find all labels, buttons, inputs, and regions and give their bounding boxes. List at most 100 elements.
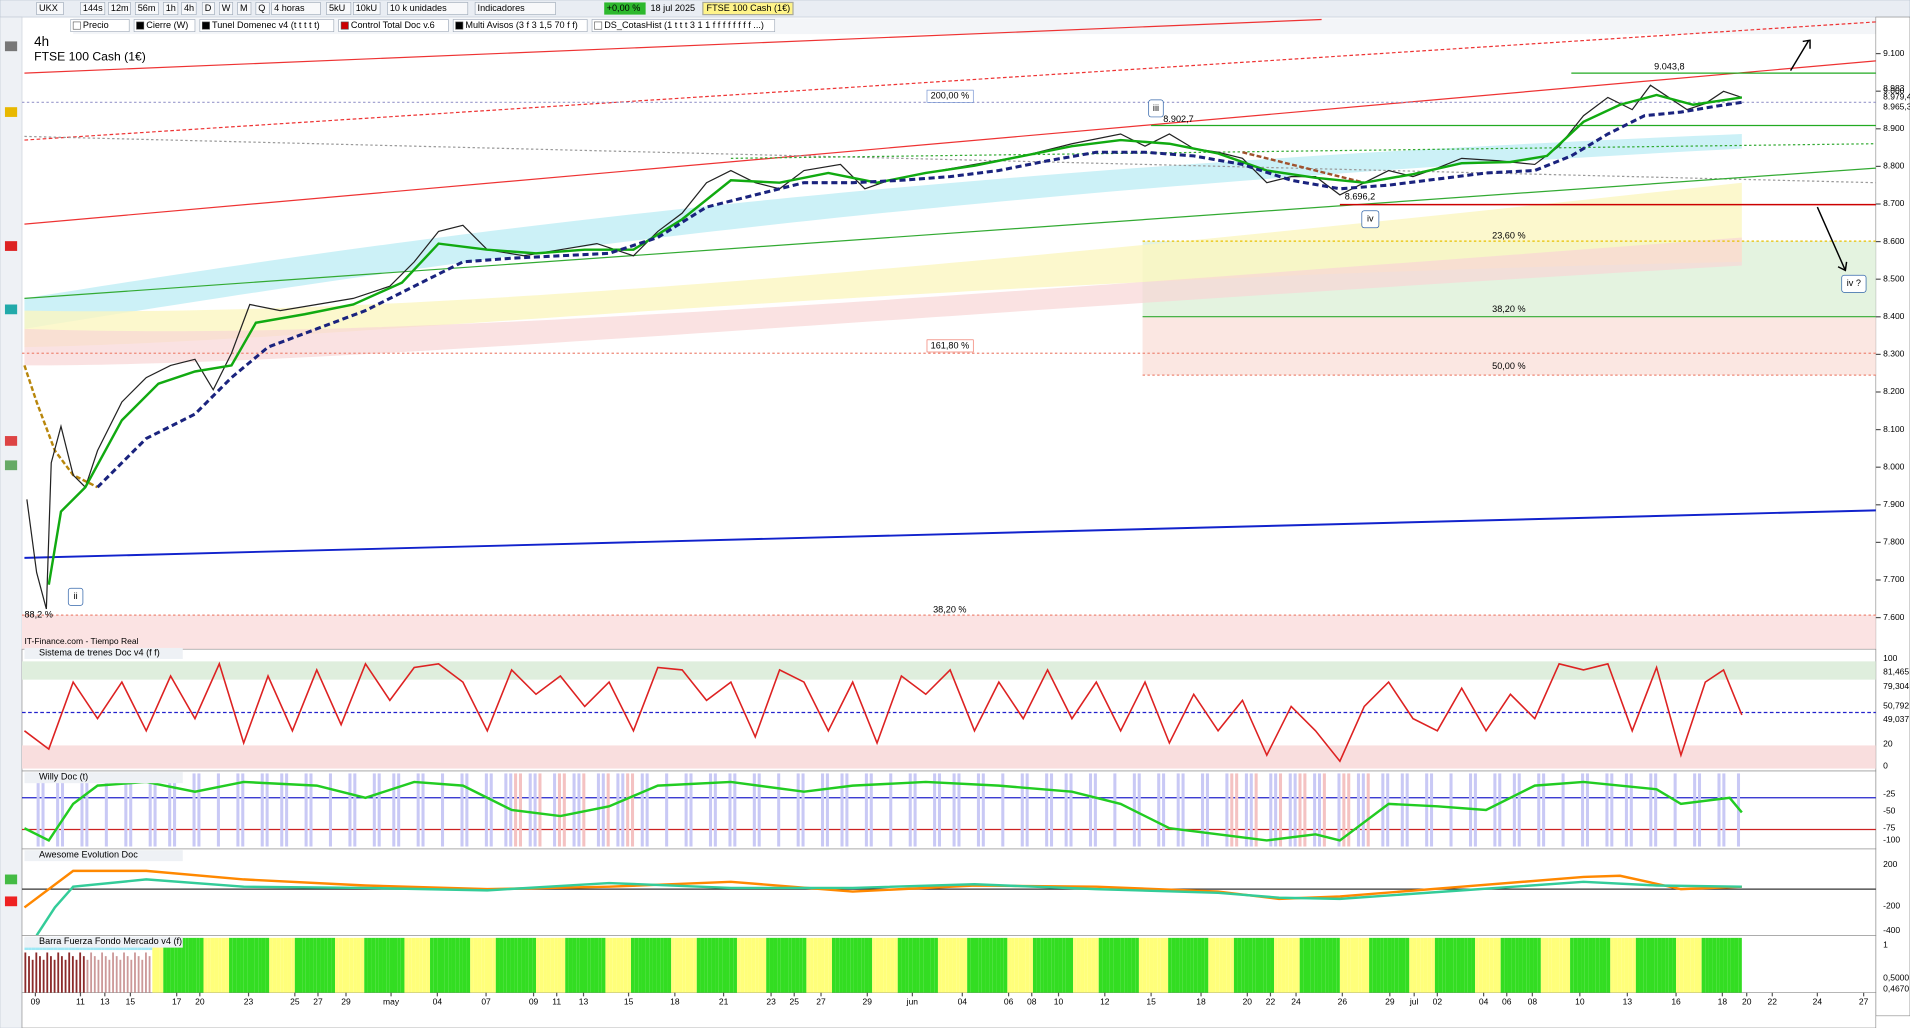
bar [1632, 937, 1636, 993]
indicators-button[interactable]: Indicadores [478, 3, 526, 13]
bar [41, 773, 45, 847]
bar [236, 937, 241, 993]
timeframe-button[interactable]: W [222, 3, 231, 13]
bar [1693, 773, 1697, 847]
timeframe-button-box[interactable] [108, 2, 131, 15]
tab-swatch [594, 21, 603, 30]
tool-icon[interactable] [4, 41, 18, 52]
date-label: 20 [1243, 997, 1253, 1007]
date-label: 09 [31, 997, 41, 1007]
price-tick-label: 7.800 [1883, 537, 1905, 547]
units-button-box[interactable] [326, 2, 352, 15]
bar [853, 937, 858, 993]
bar [331, 937, 336, 993]
bar [1657, 937, 1662, 993]
tab-label[interactable]: Multi Avisos (3 f 3 1,5 70 f f) [465, 20, 577, 30]
tool-icon[interactable] [4, 436, 18, 446]
timeframe-button-box[interactable] [201, 2, 215, 15]
timeframe-button-box[interactable] [219, 2, 234, 15]
bar [1153, 937, 1158, 993]
units-button[interactable]: 10kU [356, 3, 377, 13]
tab-box[interactable] [591, 19, 776, 32]
fast-average [47, 93, 1743, 585]
bar [1003, 937, 1008, 993]
bar [1522, 937, 1527, 993]
bar [1668, 937, 1673, 993]
bar [484, 773, 488, 847]
bar [371, 937, 376, 993]
indicators-button-box[interactable] [474, 2, 556, 15]
tab-box[interactable] [133, 19, 196, 32]
timeframe-button-box[interactable] [162, 2, 179, 15]
timeframe-button[interactable]: 12m [111, 3, 129, 13]
symbol-button[interactable]: UKX [39, 3, 58, 13]
bar [916, 937, 920, 993]
date-label: jul [1409, 997, 1419, 1007]
tab-box[interactable] [199, 19, 335, 32]
units-button[interactable]: 5kU [329, 3, 345, 13]
timeframe-button[interactable]: 1h [166, 3, 176, 13]
bar [1109, 937, 1114, 993]
bar [57, 952, 60, 993]
units-select-box[interactable] [387, 2, 469, 15]
units-button-box[interactable] [352, 2, 381, 15]
bar [203, 937, 208, 993]
tab-label[interactable]: Precio [83, 20, 109, 30]
bar [1449, 773, 1453, 847]
wave-box [1148, 99, 1164, 118]
timeframe-button-box[interactable] [181, 2, 197, 15]
bar [1252, 937, 1256, 993]
tab-label[interactable]: Control Total Doc v.6 [351, 20, 435, 30]
bar [64, 959, 67, 993]
bar [883, 937, 887, 993]
tab-label[interactable]: DS_CotasHist (1 t t t 3 1 1 f f f f f f … [604, 20, 764, 30]
period-select[interactable]: 4 horas [274, 3, 305, 13]
bar [565, 937, 569, 993]
tab-box[interactable] [70, 19, 130, 32]
bar [1431, 937, 1435, 993]
symbol-button-box[interactable] [36, 2, 64, 15]
bar [533, 773, 537, 847]
timeframe-button[interactable]: D [205, 3, 212, 13]
bar [1478, 937, 1483, 993]
panel-title-box [24, 850, 183, 862]
timeframe-button[interactable]: M [240, 3, 248, 13]
date-label: 22 [1266, 997, 1276, 1007]
timeframe-button-box[interactable] [134, 2, 159, 15]
bar [616, 937, 621, 993]
tool-icon[interactable] [4, 874, 18, 885]
date-label: 26 [1338, 997, 1348, 1007]
tab-box[interactable] [452, 19, 588, 32]
bar [528, 773, 532, 847]
timeframe-button[interactable]: 144s [83, 3, 103, 13]
period-select-box[interactable] [271, 2, 321, 15]
tab-label[interactable]: Cierre (W) [146, 20, 188, 30]
bar [1204, 937, 1209, 993]
tab-box[interactable] [338, 19, 449, 32]
bar [153, 773, 157, 847]
timeframe-button-box[interactable] [255, 2, 270, 15]
tab-label[interactable]: Tunel Domenec v4 (t t t t t) [212, 20, 320, 30]
timeframe-button-box[interactable] [80, 2, 106, 15]
tool-icon[interactable] [4, 107, 18, 117]
timeframe-button-box[interactable] [237, 2, 252, 15]
tool-icon[interactable] [4, 460, 18, 471]
bar [1453, 937, 1457, 993]
bar [378, 937, 383, 993]
date-label: 20 [1742, 997, 1752, 1007]
tool-icon[interactable] [4, 896, 18, 907]
timeframe-button[interactable]: 4h [184, 3, 194, 13]
fib-label: 50,00 % [1492, 361, 1525, 371]
bar [1336, 937, 1340, 993]
timeframe-button[interactable]: Q [258, 3, 265, 13]
bar [168, 773, 172, 847]
bar [276, 937, 281, 993]
bar [1624, 773, 1628, 847]
bar [671, 937, 675, 993]
bar [660, 937, 664, 993]
timeframe-button[interactable]: 56m [138, 3, 156, 13]
units-select[interactable]: 10 k unidades [390, 3, 447, 13]
tool-icon[interactable] [4, 304, 18, 315]
tool-icon[interactable] [4, 241, 18, 251]
left-toolbar [0, 16, 23, 1028]
